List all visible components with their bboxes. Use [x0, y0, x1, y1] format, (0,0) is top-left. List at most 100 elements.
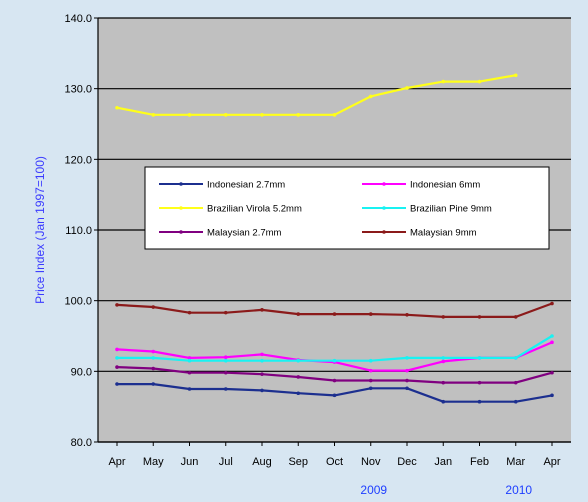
data-point — [223, 113, 228, 117]
data-point — [368, 368, 373, 373]
x-tick-label: May — [143, 456, 164, 468]
data-point — [296, 312, 301, 316]
data-point — [296, 375, 301, 379]
data-point — [187, 387, 192, 391]
data-point — [441, 399, 446, 404]
data-point — [368, 94, 373, 99]
data-point — [296, 113, 301, 117]
legend-marker — [382, 182, 386, 186]
y-tick-label: 90.0 — [71, 366, 92, 378]
y-tick-label: 110.0 — [65, 225, 92, 237]
data-point — [151, 382, 156, 386]
x-tick-label: Sep — [288, 456, 308, 468]
series-line — [116, 74, 516, 116]
data-point — [296, 358, 301, 363]
legend-label: Malaysian 2.7mm — [207, 228, 282, 239]
data-point — [405, 313, 409, 317]
data-point — [115, 303, 119, 307]
data-point — [368, 378, 373, 383]
data-point — [405, 378, 409, 383]
x-tick-label: Mar — [506, 456, 525, 468]
data-point — [151, 349, 156, 354]
data-point — [550, 301, 554, 306]
data-point — [368, 312, 373, 316]
data-point — [550, 334, 554, 338]
y-tick-label: 120.0 — [64, 154, 92, 166]
data-point — [223, 370, 228, 375]
x-tick-label: Nov — [361, 456, 381, 468]
data-point — [441, 359, 446, 364]
y-tick-label: 130.0 — [64, 84, 92, 96]
data-point — [187, 356, 192, 360]
y-axis-label: Price Index (Jan 1997=100) — [33, 156, 47, 304]
data-point — [477, 315, 482, 319]
data-point — [332, 358, 337, 363]
legend-label: Indonesian 6mm — [410, 180, 480, 191]
data-point — [513, 356, 518, 360]
legend-marker — [179, 182, 183, 186]
data-point — [260, 308, 264, 312]
x-tick-label: Dec — [397, 456, 417, 468]
data-point — [441, 315, 446, 319]
data-point — [332, 393, 337, 398]
x-tick-label: Apr — [108, 456, 125, 468]
data-point — [223, 387, 228, 391]
data-point — [441, 380, 446, 385]
x-tick-label: Aug — [252, 456, 272, 468]
year-label: 2010 — [505, 483, 532, 497]
data-point — [405, 368, 409, 373]
data-point — [368, 386, 373, 391]
x-tick-label: Apr — [543, 456, 560, 468]
legend-box — [144, 166, 550, 250]
data-point — [115, 382, 119, 386]
data-point — [223, 358, 228, 363]
data-point — [513, 73, 518, 78]
y-tick-label: 140.0 — [64, 13, 92, 25]
data-point — [477, 356, 482, 360]
data-point — [151, 305, 156, 309]
data-point — [477, 399, 482, 404]
data-point — [405, 356, 409, 360]
y-tick-label: 80.0 — [71, 437, 92, 449]
legend-label: Brazilian Pine 9mm — [410, 204, 492, 215]
data-point — [513, 399, 518, 404]
data-point — [115, 105, 119, 110]
data-point — [477, 380, 482, 385]
x-tick-label: Jul — [219, 456, 233, 468]
x-tick-label: Jun — [181, 456, 199, 468]
year-label: 2009 — [360, 483, 387, 497]
legend-label: Brazilian Virola 5.2mm — [207, 204, 302, 215]
data-point — [260, 372, 264, 376]
data-point — [405, 86, 409, 90]
data-point — [368, 358, 373, 363]
y-tick-labels: 80.0 90.0 100.0 110.0 120.0 130.0 140.0 — [64, 13, 92, 449]
x-tick-label: Jan — [434, 456, 452, 468]
data-point — [296, 391, 301, 396]
data-point — [332, 378, 337, 383]
legend-marker — [382, 206, 386, 210]
legend-marker — [382, 230, 386, 234]
data-point — [477, 79, 482, 84]
y-tick-label: 100.0 — [64, 296, 92, 308]
data-point — [513, 315, 518, 319]
data-point — [332, 113, 337, 117]
data-point — [260, 113, 264, 117]
data-point — [405, 386, 409, 391]
legend-label: Indonesian 2.7mm — [207, 180, 285, 191]
data-point — [550, 370, 554, 375]
data-point — [151, 356, 156, 360]
data-point — [550, 340, 554, 345]
data-point — [260, 388, 264, 393]
data-point — [332, 312, 337, 316]
legend-marker — [179, 206, 183, 210]
data-point — [151, 366, 156, 371]
data-point — [187, 113, 192, 117]
legend: Indonesian 2.7mm Indonesian 6mm Brazilian … — [144, 166, 550, 250]
data-point — [223, 355, 228, 360]
legend-label: Malaysian 9mm — [410, 228, 477, 239]
data-point — [223, 310, 228, 315]
x-tick-label: Oct — [326, 456, 343, 468]
data-point — [115, 356, 119, 360]
data-point — [550, 393, 554, 398]
